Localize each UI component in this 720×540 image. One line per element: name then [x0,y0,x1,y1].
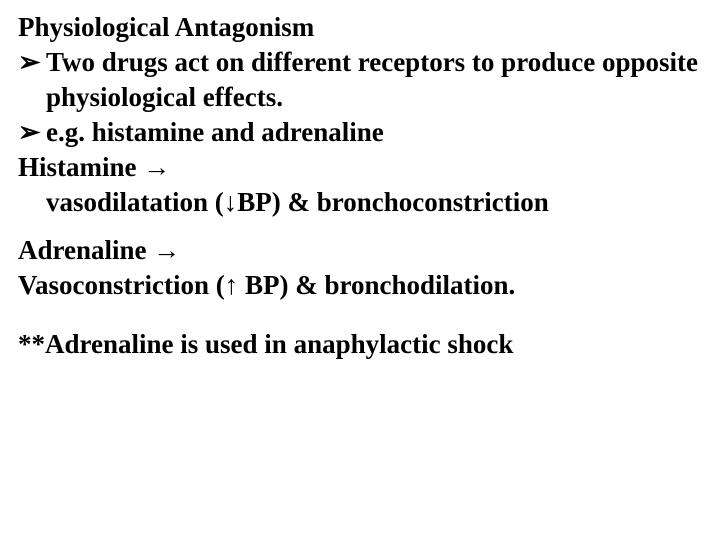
bullet-item-2: ➢ e.g. histamine and adrenaline [18,115,702,150]
hist-effect-part-a: vasodilatation ( [46,187,224,217]
histamine-effect: vasodilatation (↓BP) & bronchoconstricti… [18,185,702,220]
adrenaline-effect: Vasoconstriction (↑ BP) & bronchodilatio… [18,268,702,303]
adrenaline-line: Adrenaline → [18,233,702,268]
adren-effect-part-b: BP) & bronchodilation. [238,270,515,300]
bullet-icon: ➢ [18,115,46,150]
hist-effect-part-b: BP) & bronchoconstriction [237,187,549,217]
right-arrow-icon: → [153,235,180,265]
up-arrow-icon: ↑ [225,270,239,300]
adrenaline-label: Adrenaline [18,235,153,265]
histamine-label: Histamine [18,152,143,182]
bullet-text: e.g. histamine and adrenaline [46,115,702,150]
down-arrow-icon: ↓ [224,187,238,217]
histamine-line: Histamine → [18,150,702,185]
spacer [18,221,702,233]
slide-title: Physiological Antagonism [18,10,702,45]
bullet-text: Two drugs act on different receptors to … [46,45,702,115]
spacer [18,315,702,327]
bullet-icon: ➢ [18,45,46,80]
right-arrow-icon: → [143,152,170,182]
adren-effect-part-a: Vasoconstriction ( [18,270,225,300]
footnote: **Adrenaline is used in anaphylactic sho… [18,327,702,362]
spacer [18,303,702,315]
bullet-item-1: ➢ Two drugs act on different receptors t… [18,45,702,115]
